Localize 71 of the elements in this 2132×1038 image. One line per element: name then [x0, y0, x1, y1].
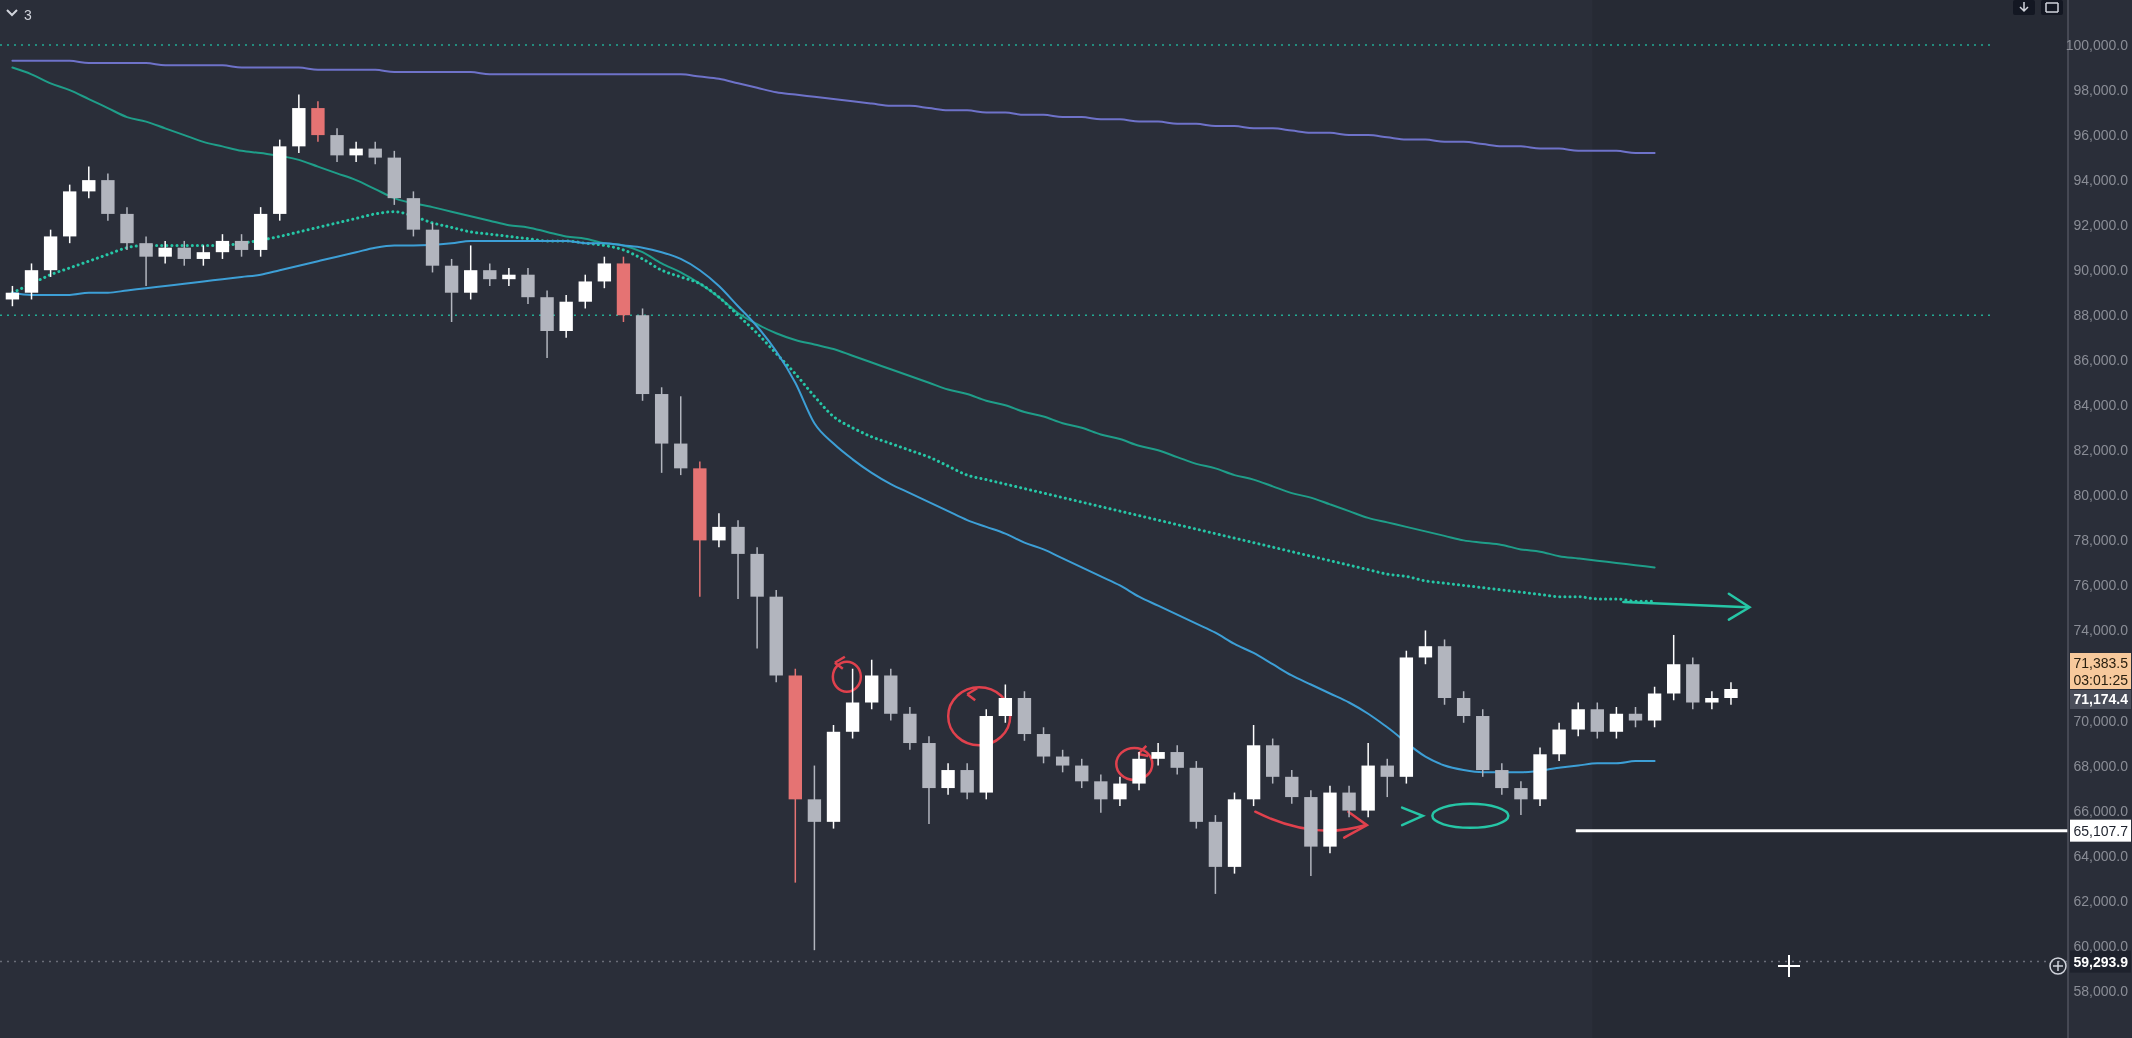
candlestick	[1094, 773, 1108, 814]
candlestick	[1170, 744, 1184, 776]
text: 71,174.4	[2073, 691, 2129, 707]
y-tick-label: 90,000.0	[2073, 262, 2129, 279]
candlestick	[349, 141, 363, 163]
ref-line-label: 59,293.9	[2073, 953, 2129, 970]
candlestick	[1075, 758, 1089, 789]
text: 71,383.5	[2073, 655, 2129, 671]
y-tick-label: 100,000.0	[2065, 37, 2129, 54]
y-tick-label: 78,000.0	[2073, 532, 2129, 549]
candlestick	[807, 764, 822, 951]
candlestick	[483, 262, 497, 287]
line-series	[11, 66, 1656, 569]
candlestick	[1055, 749, 1070, 774]
candlestick	[215, 233, 230, 260]
candlestick	[82, 165, 96, 199]
annotation: 3	[24, 7, 32, 23]
y-tick-label: 92,000.0	[2073, 217, 2129, 234]
candlestick	[1456, 690, 1471, 724]
candlestick	[1418, 629, 1433, 665]
line-series	[11, 59, 1656, 155]
y-tick-label: 62,000.0	[2073, 892, 2129, 909]
candlestick	[578, 273, 592, 310]
y-tick-label: 60,000.0	[2073, 937, 2129, 954]
candlestick	[1036, 726, 1051, 765]
y-tick-label: 82,000.0	[2073, 442, 2129, 459]
candlestick	[24, 262, 39, 301]
y-tick-label: 74,000.0	[2073, 622, 2129, 639]
candlestick	[1705, 690, 1719, 711]
candlestick	[1285, 769, 1299, 805]
candlestick	[330, 127, 344, 163]
candlestick	[960, 762, 974, 801]
candlestick	[1571, 701, 1585, 738]
y-tick-label: 80,000.0	[2073, 487, 2129, 504]
y-tick-label: 94,000.0	[2073, 172, 2129, 189]
candlestick	[1514, 780, 1528, 816]
candlestick	[1342, 785, 1356, 819]
y-tick-label: 64,000.0	[2073, 847, 2129, 864]
candlestick	[1628, 706, 1643, 729]
y-tick-label: 96,000.0	[2073, 127, 2129, 144]
y-tick-label: 68,000.0	[2073, 757, 2129, 774]
y-tick-label: 70,000.0	[2073, 712, 2129, 729]
candlestick	[158, 240, 172, 265]
candlestick	[196, 244, 211, 267]
candlestick	[521, 267, 535, 305]
candlestick	[1151, 742, 1165, 767]
candlestick	[139, 235, 153, 287]
candlestick	[1724, 681, 1738, 706]
y-tick-label: 88,000.0	[2073, 307, 2129, 324]
y-tick-label: 84,000.0	[2073, 397, 2129, 414]
candlestick	[368, 141, 382, 166]
candlestick	[1380, 758, 1394, 798]
y-tick-label: 98,000.0	[2073, 82, 2129, 99]
candlestick	[234, 233, 249, 258]
candlestick	[998, 683, 1013, 724]
y-tick-label: 58,000.0	[2073, 982, 2129, 999]
y-tick-label: 76,000.0	[2073, 577, 2129, 594]
candlestick	[1495, 762, 1509, 796]
candlestick	[941, 762, 955, 796]
candlestick	[1113, 776, 1127, 807]
candlestick	[464, 244, 478, 301]
text: 03:01:25	[2073, 672, 2129, 688]
ref-line-label: 65,107.7	[2073, 822, 2129, 839]
y-tick-label: 66,000.0	[2073, 802, 2129, 819]
candlestick	[502, 267, 516, 287]
candlestick	[1590, 701, 1604, 740]
candlestick	[177, 240, 191, 267]
candlestick	[712, 512, 726, 548]
candlestick	[597, 255, 612, 289]
y-tick-label: 86,000.0	[2073, 352, 2129, 369]
candlestick	[1609, 706, 1624, 740]
